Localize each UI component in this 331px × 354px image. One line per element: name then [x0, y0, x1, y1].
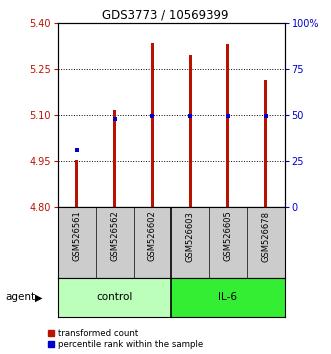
Text: agent: agent — [5, 292, 35, 302]
Text: GSM526562: GSM526562 — [110, 211, 119, 261]
Bar — [113, 110, 116, 207]
Text: GDS3773 / 10569399: GDS3773 / 10569399 — [102, 9, 229, 22]
Bar — [264, 80, 267, 207]
Text: ▶: ▶ — [35, 292, 42, 302]
Text: GSM526602: GSM526602 — [148, 211, 157, 261]
Bar — [151, 43, 154, 207]
Bar — [226, 45, 229, 207]
Text: GSM526603: GSM526603 — [186, 211, 195, 262]
Legend: transformed count, percentile rank within the sample: transformed count, percentile rank withi… — [47, 328, 204, 350]
Bar — [171, 278, 285, 317]
Bar — [75, 160, 78, 207]
Text: IL-6: IL-6 — [218, 292, 237, 302]
Text: GSM526678: GSM526678 — [261, 211, 270, 262]
Text: GSM526561: GSM526561 — [72, 211, 81, 261]
Text: control: control — [96, 292, 133, 302]
Text: GSM526605: GSM526605 — [223, 211, 232, 261]
Bar — [58, 278, 171, 317]
Bar — [189, 55, 192, 207]
